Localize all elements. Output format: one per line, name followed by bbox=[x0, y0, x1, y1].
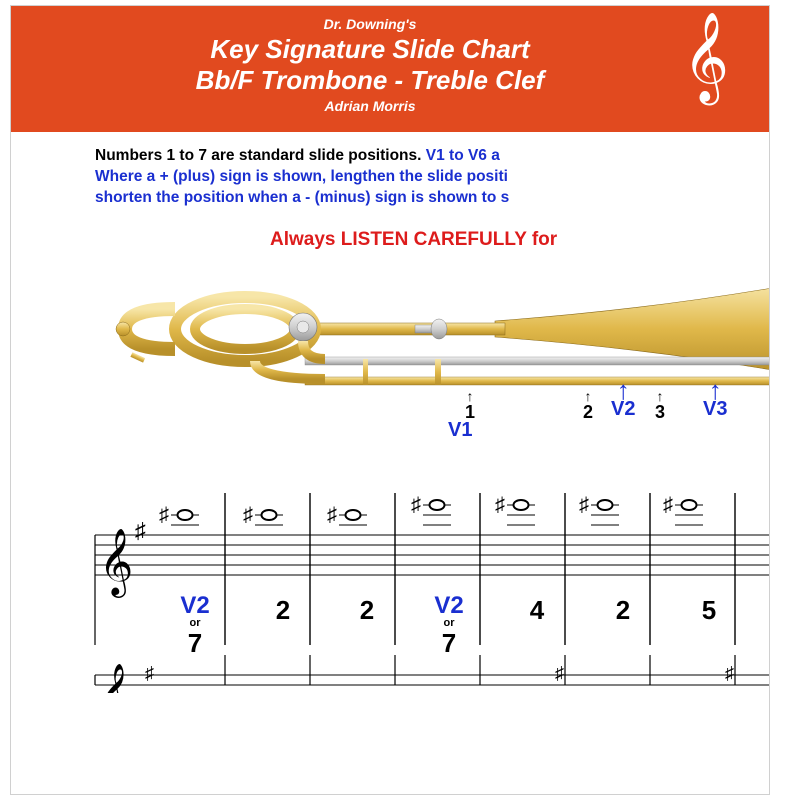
pretitle: Dr. Downing's bbox=[10, 16, 739, 32]
slide-marker: ↑2 bbox=[583, 391, 593, 423]
slide-position-markers: ↑1V1↑2↑V2↑3↑V3 bbox=[95, 391, 770, 461]
svg-text:♯: ♯ bbox=[327, 504, 337, 526]
slide-marker: ↑3 bbox=[655, 391, 665, 423]
valve-marker: ↑V2 bbox=[611, 383, 635, 422]
svg-text:♯: ♯ bbox=[663, 494, 673, 516]
svg-text:𝄞: 𝄞 bbox=[99, 665, 131, 693]
author: Adrian Morris bbox=[10, 98, 739, 114]
instr-line2: Where a + (plus) sign is shown, lengthen… bbox=[95, 168, 508, 185]
treble-clef-icon: 𝄞 bbox=[683, 21, 729, 91]
chart-page: Dr. Downing's Key Signature Slide Chart … bbox=[10, 5, 770, 795]
header: Dr. Downing's Key Signature Slide Chart … bbox=[11, 6, 769, 132]
staff-bottom-icon: 𝄞 ♯ ♯ ♯ bbox=[85, 653, 770, 693]
instr-line3: shorten the position when a - (minus) si… bbox=[95, 189, 509, 206]
valve-marker: V1 bbox=[448, 419, 472, 442]
svg-text:𝄞: 𝄞 bbox=[99, 529, 133, 598]
position-cell: 2 bbox=[593, 595, 653, 626]
svg-text:♯: ♯ bbox=[495, 494, 505, 516]
position-cell: 5 bbox=[679, 595, 739, 626]
position-cell: 4 bbox=[507, 595, 567, 626]
svg-text:♯: ♯ bbox=[145, 663, 154, 683]
svg-text:♯: ♯ bbox=[555, 663, 564, 683]
position-cell: 2 bbox=[337, 595, 397, 626]
svg-text:♯: ♯ bbox=[243, 504, 253, 526]
listen-warning: Always LISTEN CAREFULLY for bbox=[270, 229, 769, 251]
content: Numbers 1 to 7 are standard slide positi… bbox=[11, 132, 769, 667]
svg-text:♯: ♯ bbox=[135, 518, 146, 543]
position-cell: V2or7 bbox=[419, 595, 479, 659]
instr-line1a: Numbers 1 to 7 are standard slide positi… bbox=[95, 147, 426, 164]
trombone-icon bbox=[95, 279, 770, 409]
svg-text:♯: ♯ bbox=[411, 494, 421, 516]
svg-text:♯: ♯ bbox=[159, 504, 169, 526]
svg-text:♯: ♯ bbox=[725, 663, 734, 683]
position-cell: 2 bbox=[253, 595, 313, 626]
svg-text:♯: ♯ bbox=[579, 494, 589, 516]
instr-line1b: V1 to V6 a bbox=[426, 147, 500, 164]
title-line-1: Key Signature Slide Chart bbox=[10, 34, 739, 65]
instructions: Numbers 1 to 7 are standard slide positi… bbox=[95, 146, 769, 209]
trombone-diagram: ↑1V1↑2↑V2↑3↑V3 bbox=[95, 279, 769, 459]
title-line-2: Bb/F Trombone - Treble Clef bbox=[10, 65, 739, 96]
notation-row: 𝄞♯♯♯♯♯♯♯♯ V2or722V2or7425 𝄞♯♯♯ bbox=[95, 487, 769, 667]
position-cell: V2or7 bbox=[165, 595, 225, 659]
valve-marker: ↑V3 bbox=[703, 383, 727, 422]
